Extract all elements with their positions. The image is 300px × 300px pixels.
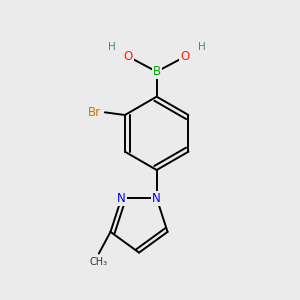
Text: B: B	[153, 65, 161, 78]
Text: CH₃: CH₃	[90, 257, 108, 267]
Text: O: O	[124, 50, 133, 63]
Text: H: H	[198, 42, 206, 52]
Text: H: H	[108, 42, 116, 52]
Text: N: N	[152, 192, 161, 205]
Text: Br: Br	[88, 106, 101, 119]
Text: O: O	[180, 50, 190, 63]
Text: N: N	[117, 192, 126, 205]
